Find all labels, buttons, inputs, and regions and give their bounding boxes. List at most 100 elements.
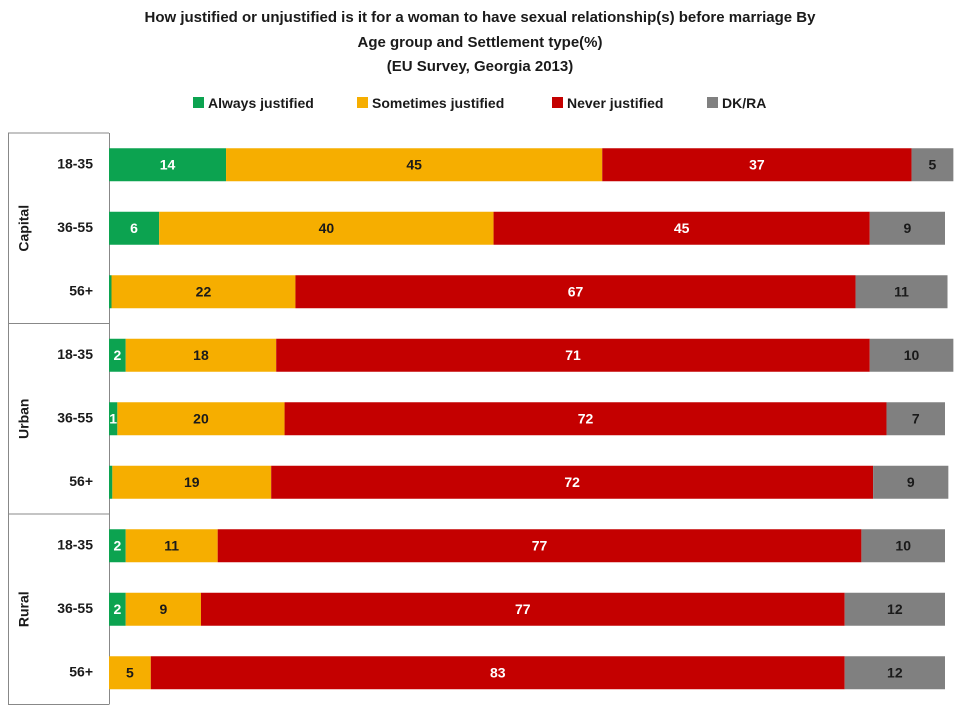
data-label: 7 [912,410,920,426]
bar-segment [295,275,856,309]
bar-segment [217,529,862,563]
legend-label: Always justified [208,95,314,111]
bar-segment [109,402,118,436]
bar-segment [109,275,112,309]
age-label: 36-55 [57,600,93,616]
data-label: 22 [196,283,212,299]
bar-segment [125,592,201,626]
data-label: 6 [130,220,138,236]
legend-label: DK/RA [722,95,766,111]
category-axis: Capital 18-35 36-55 56+ Urban 18-35 36-55 56+ Ru… [8,132,110,705]
data-label: 9 [159,601,167,617]
data-label: 9 [907,474,915,490]
bar-segment [844,592,945,626]
bar-segment [493,211,870,245]
data-label: 83 [490,664,506,680]
bar-segment [276,338,870,372]
bar-segment [117,402,285,436]
data-label: 2 [113,601,121,617]
bar-segment [109,211,160,245]
data-label: 20 [193,410,209,426]
legend-label: Never justified [567,95,663,111]
bar-segment [112,465,272,499]
bar-segment [200,592,845,626]
data-label: 71 [565,347,581,363]
bars: 14 45 37 56 40 45 922 67 112 18 71 101 20 72 719 72 92 11… [109,148,954,690]
chart-title-line: Age group and Settlement type(%) [357,34,602,51]
age-label: 56+ [69,663,93,679]
data-label: 10 [895,537,911,553]
age-label: 18-35 [57,536,93,552]
bar-segment [109,338,126,372]
legend-item: Never justified [552,95,663,111]
data-label: 12 [887,601,903,617]
bar-segment [111,275,296,309]
bar-segment [869,338,954,372]
age-label: 18-35 [57,155,93,171]
bar-segment [109,148,227,182]
group-label: Rural [16,591,32,627]
legend-label: Sometimes justified [372,95,504,111]
data-label: 9 [903,220,911,236]
age-label: 18-35 [57,346,93,362]
chart-title-line: How justified or unjustified is it for a… [145,9,817,26]
bar-segment [271,465,874,499]
legend-swatch [357,97,368,108]
age-label: 36-55 [57,409,93,425]
bar-segment [125,338,277,372]
data-label: 37 [749,156,765,172]
age-label: 36-55 [57,219,93,235]
data-label: 18 [193,347,209,363]
bar-segment [226,148,603,182]
legend-swatch [552,97,563,108]
age-label: 56+ [69,473,93,489]
data-label: 77 [515,601,531,617]
chart-title-line: (EU Survey, Georgia 2013) [387,58,573,75]
bar-segment [886,402,945,436]
data-label: 12 [887,664,903,680]
chart-title: How justified or unjustified is it for a… [145,9,817,75]
chart-legend: Always justified Sometimes justified Never… [193,95,766,111]
data-label: 5 [126,664,134,680]
bar-segment [150,656,845,690]
data-label: 45 [674,220,690,236]
bar-segment [109,656,151,690]
bar-segment [109,592,126,626]
legend-item: Always justified [193,95,314,111]
data-label: 45 [406,156,422,172]
bar-segment [869,211,945,245]
bar-segment [873,465,949,499]
data-label: 10 [904,347,920,363]
bar-segment [159,211,494,245]
data-label: 1 [109,410,117,426]
data-label: 19 [184,474,200,490]
legend-swatch [707,97,718,108]
legend-item: Sometimes justified [357,95,504,111]
data-label: 67 [568,283,584,299]
bar-segment [109,465,113,499]
legend-item: DK/RA [707,95,766,111]
group-label: Urban [16,399,32,439]
bar-segment [284,402,887,436]
data-label: 5 [929,156,937,172]
data-label: 11 [164,537,179,553]
bar-segment [109,529,126,563]
data-label: 72 [578,410,594,426]
data-label: 77 [532,537,548,553]
bar-segment [911,148,954,182]
group-label: Capital [16,205,32,252]
data-label: 11 [894,283,909,299]
data-label: 14 [160,156,176,172]
age-label: 56+ [69,282,93,298]
bar-segment [125,529,218,563]
data-label: 40 [319,220,335,236]
bar-segment [602,148,912,182]
data-label: 2 [113,537,121,553]
data-label: 2 [113,347,121,363]
bar-segment [861,529,945,563]
bar-segment [855,275,948,309]
data-label: 72 [564,474,580,490]
legend-swatch [193,97,204,108]
bar-segment [844,656,945,690]
